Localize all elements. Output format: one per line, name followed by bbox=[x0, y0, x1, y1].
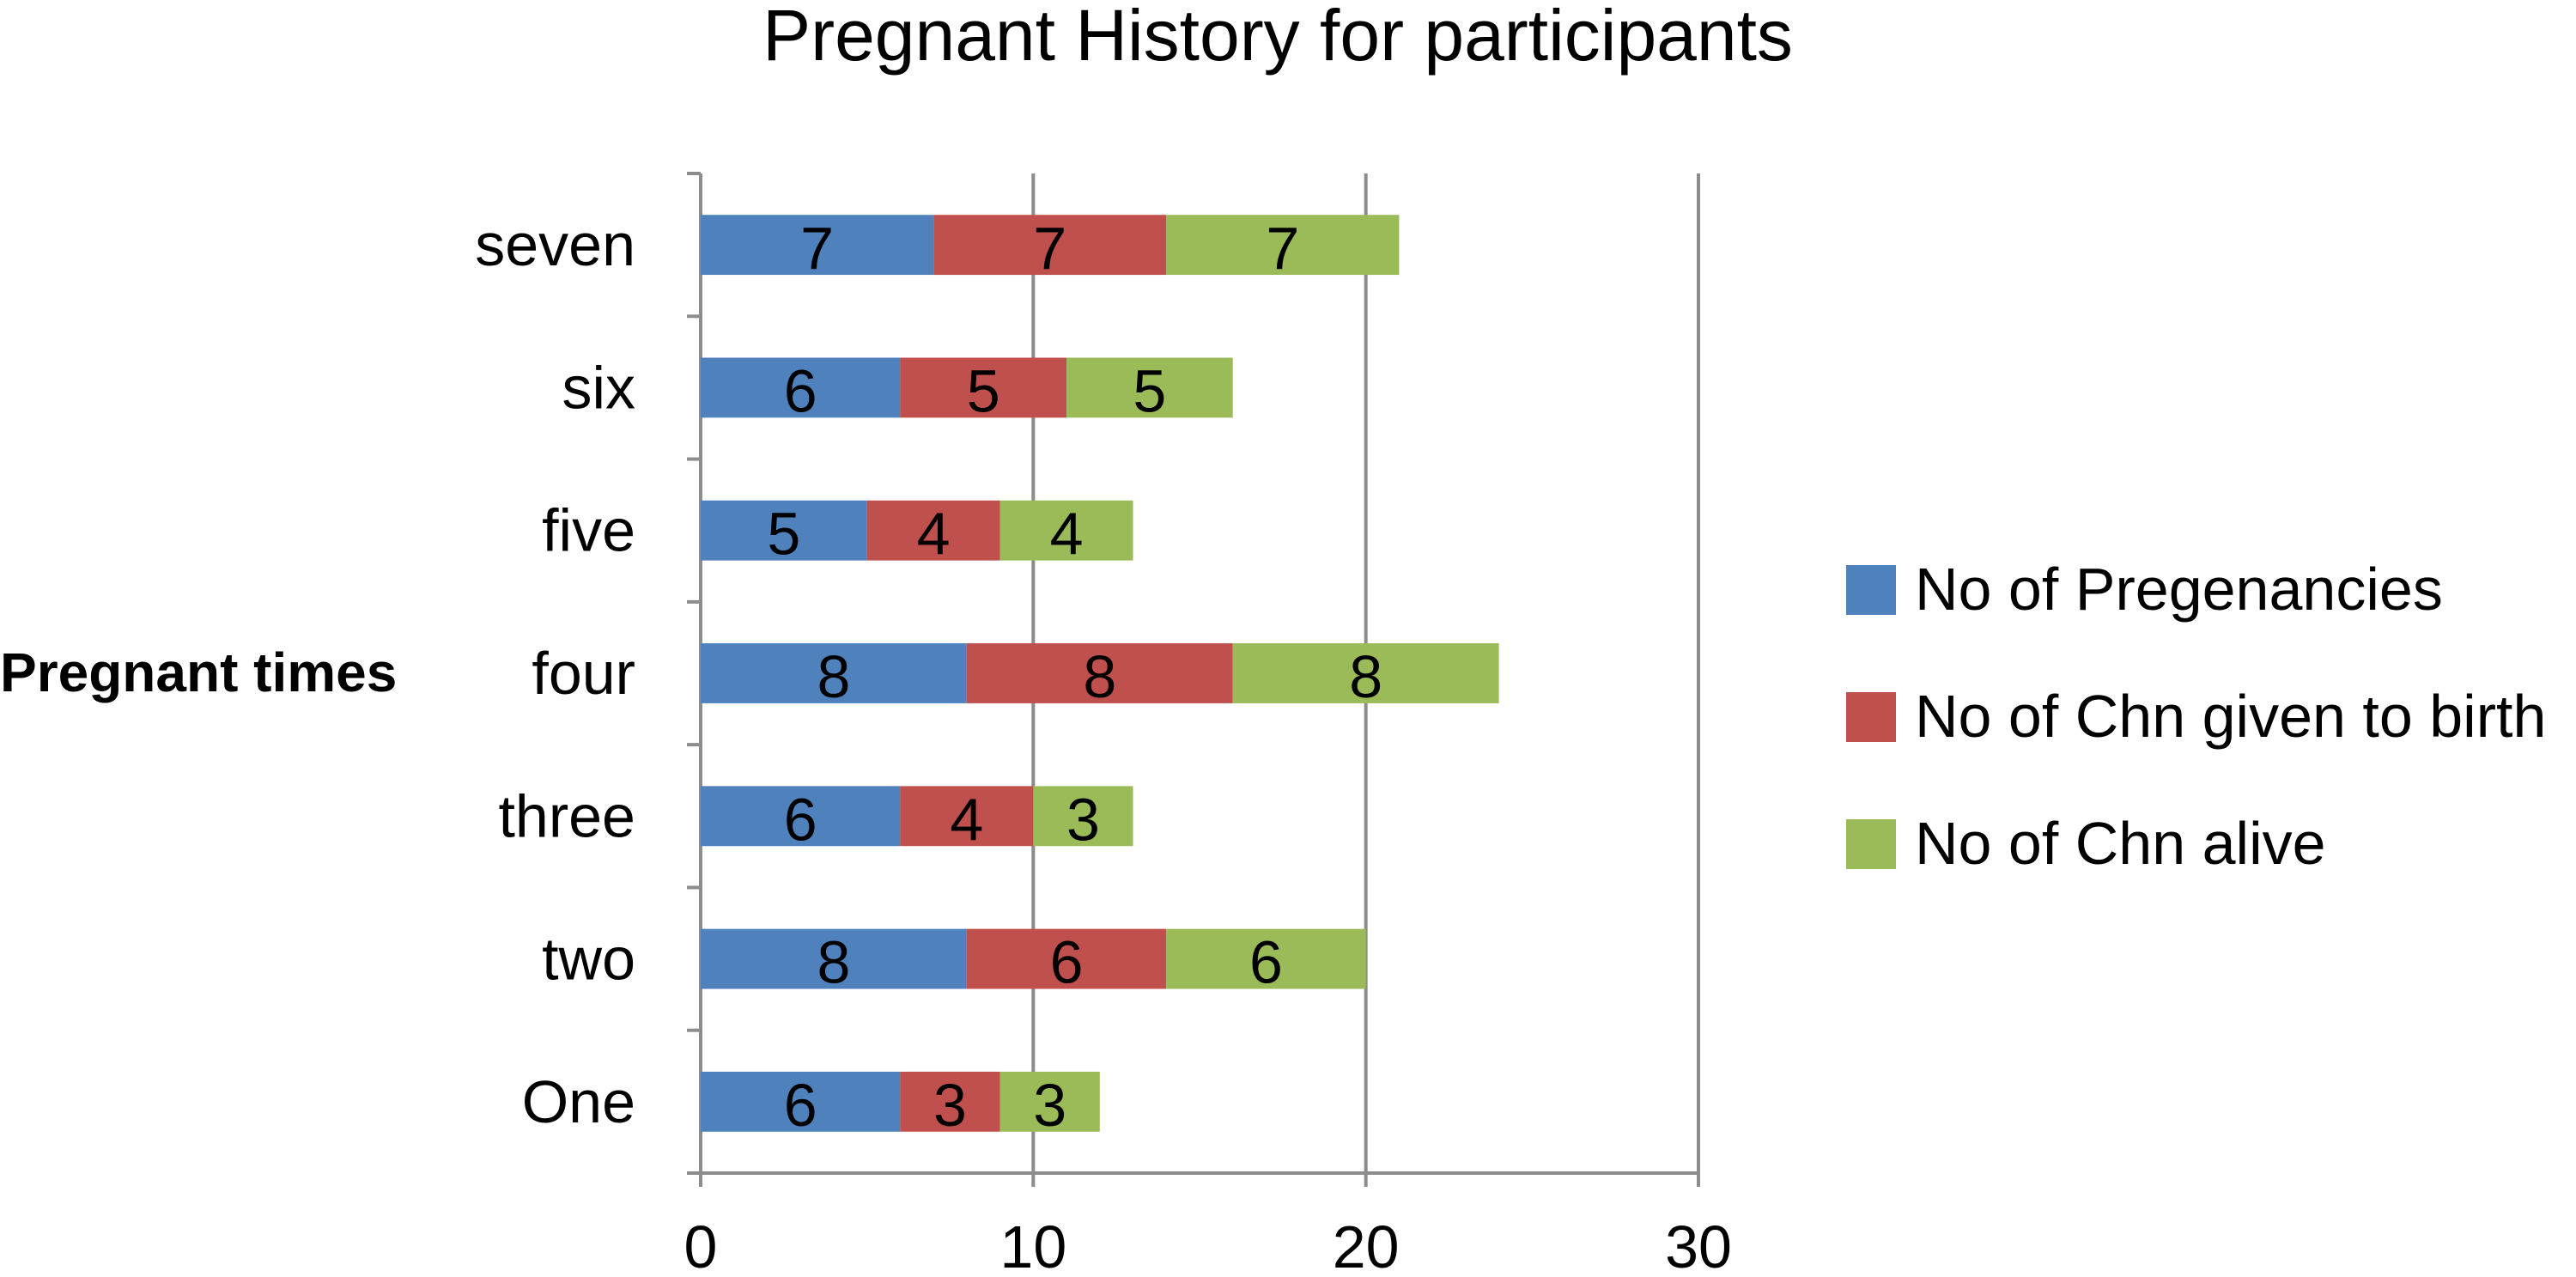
data-label: 5 bbox=[967, 357, 1000, 424]
bar-segment bbox=[1166, 215, 1400, 276]
data-label: 3 bbox=[1066, 786, 1100, 853]
bar-segment bbox=[966, 643, 1233, 703]
bar-segment bbox=[701, 215, 934, 276]
bar-segment bbox=[933, 215, 1167, 276]
data-label: 4 bbox=[950, 786, 983, 853]
data-label: 5 bbox=[1133, 357, 1166, 424]
category-label: two bbox=[542, 926, 635, 993]
category-label: six bbox=[562, 354, 635, 421]
data-label: 6 bbox=[1249, 929, 1283, 996]
bar-segment bbox=[999, 500, 1133, 561]
bar-segment bbox=[701, 643, 967, 703]
x-tick-label: 0 bbox=[684, 1213, 718, 1273]
data-label: 5 bbox=[767, 501, 800, 568]
category-label: five bbox=[542, 497, 635, 564]
category-label: seven bbox=[475, 211, 635, 278]
data-label: 8 bbox=[1083, 643, 1116, 710]
bar-segment bbox=[701, 1071, 901, 1132]
bar-segment bbox=[701, 928, 967, 989]
legend-swatch bbox=[1846, 565, 1896, 615]
x-tick-label: 20 bbox=[1333, 1213, 1400, 1273]
bar-segment bbox=[966, 928, 1167, 989]
data-label: 7 bbox=[1033, 215, 1066, 282]
data-label: 7 bbox=[800, 215, 834, 282]
category-label: One bbox=[522, 1068, 635, 1135]
legend-swatch bbox=[1846, 819, 1896, 869]
data-label: 8 bbox=[1349, 643, 1382, 710]
x-tick-label: 10 bbox=[999, 1213, 1066, 1273]
bar-segment bbox=[999, 1071, 1100, 1132]
bar-segment bbox=[701, 357, 901, 418]
bar-segment bbox=[900, 1071, 1000, 1132]
category-label: three bbox=[498, 782, 635, 849]
data-labels: 6 3 38 6 66 4 38 8 85 4 46 5 57 7 7 bbox=[767, 215, 1382, 1139]
bar-segment bbox=[701, 500, 867, 561]
y-axis-title: Pregnant times bbox=[0, 642, 397, 703]
data-label: 4 bbox=[917, 501, 951, 568]
bar-segment bbox=[900, 357, 1067, 418]
data-label: 3 bbox=[1033, 1072, 1066, 1139]
category-label: four bbox=[532, 640, 635, 707]
legend-swatch bbox=[1846, 692, 1896, 742]
data-label: 6 bbox=[784, 1072, 817, 1139]
data-label: 6 bbox=[784, 357, 817, 424]
bar-segment bbox=[701, 786, 901, 847]
bar-segment bbox=[1066, 357, 1233, 418]
bar-segment bbox=[1166, 928, 1366, 989]
legend-label: No of Chn alive bbox=[1915, 810, 2326, 877]
bar-segment bbox=[1033, 786, 1133, 847]
data-label: 3 bbox=[933, 1072, 967, 1139]
legend-label: No of Chn given to birth bbox=[1915, 683, 2546, 750]
data-label: 6 bbox=[1050, 929, 1084, 996]
data-label: 6 bbox=[784, 786, 817, 853]
data-label: 4 bbox=[1050, 501, 1084, 568]
data-label: 8 bbox=[817, 929, 850, 996]
axes: 0 10 20 30 One two three four five six seven bbox=[475, 172, 1732, 1277]
legend-label: No of Pregenancies bbox=[1915, 556, 2443, 623]
data-label: 7 bbox=[1266, 215, 1299, 282]
bar-segment bbox=[1232, 643, 1499, 703]
chart-title: Pregnant History for participants bbox=[762, 0, 1793, 76]
legend: No of Pregenancies No of Chn given to bir… bbox=[1846, 556, 2546, 877]
x-tick-label: 30 bbox=[1665, 1213, 1732, 1273]
data-label: 8 bbox=[817, 643, 850, 710]
bars bbox=[701, 215, 1499, 1132]
bar-segment bbox=[866, 500, 1000, 561]
bar-segment bbox=[900, 786, 1034, 847]
